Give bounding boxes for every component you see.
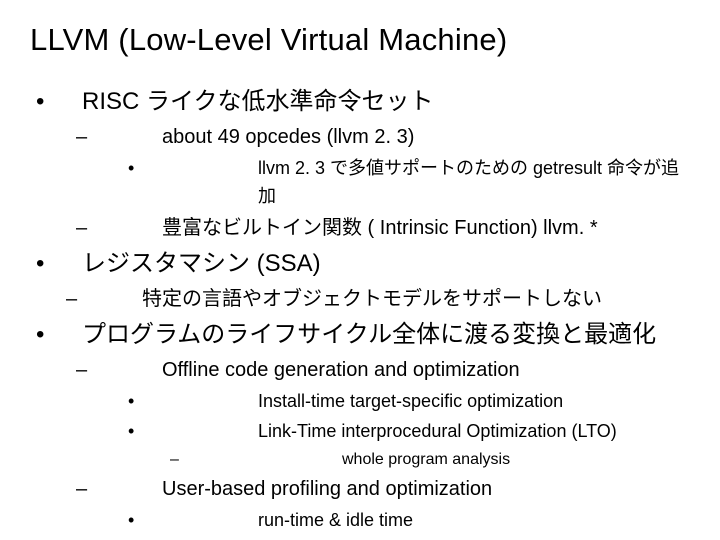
list-item: • レジスタマシン (SSA) – 特定の言語やオブジェクトモデルをサポートしな… [30, 246, 690, 315]
list-item: – User-based profiling and optimization … [30, 474, 690, 535]
bullet-lvl2-icon: – [30, 213, 162, 244]
list-item-text: Offline code generation and optimization [162, 355, 690, 386]
bullet-lvl2-icon: – [30, 474, 162, 505]
list-item: • Install-time target-specific optimizat… [30, 388, 690, 416]
list-item-text: about 49 opcedes (llvm 2. 3) [162, 122, 690, 153]
bullet-lvl1-icon: • [30, 84, 82, 120]
bullet-lvl1-icon: • [30, 317, 82, 353]
slide-title: LLVM (Low-Level Virtual Machine) [30, 22, 690, 58]
list-item-text: レジスタマシン (SSA) [82, 246, 690, 282]
list-item: • llvm 2. 3 で多値サポートのための getresult 命令が追加 [30, 155, 690, 211]
bullet-lvl2-icon: – [30, 355, 162, 386]
list-item-text: llvm 2. 3 で多値サポートのための getresult 命令が追加 [258, 155, 690, 211]
bullet-lvl3-icon: • [30, 418, 258, 446]
list-item: • Link-Time interprocedural Optimization… [30, 418, 690, 473]
bullet-lvl2-icon: – [30, 284, 142, 315]
list-item-text: whole program analysis [342, 448, 690, 473]
list-item: – about 49 opcedes (llvm 2. 3) • llvm 2.… [30, 122, 690, 211]
list-item: – 特定の言語やオブジェクトモデルをサポートしない [30, 284, 690, 315]
list-item-text: 豊富なビルトイン関数 ( Intrinsic Function) llvm. * [162, 213, 690, 244]
bullet-lvl2-icon: – [30, 122, 162, 153]
list-item-text: RISC ライクな低水準命令セット [82, 84, 690, 120]
slide: LLVM (Low-Level Virtual Machine) • RISC … [0, 0, 720, 540]
list-item-text: User-based profiling and optimization [162, 474, 690, 505]
list-item: • RISC ライクな低水準命令セット – about 49 opcedes (… [30, 84, 690, 244]
bullet-list: • RISC ライクな低水準命令セット – about 49 opcedes (… [30, 84, 690, 535]
list-item-text: プログラムのライフサイクル全体に渡る変換と最適化 [82, 317, 690, 353]
bullet-lvl4-icon: – [30, 448, 342, 473]
list-item-text: Install-time target-specific optimizatio… [258, 388, 690, 416]
list-item-text: 特定の言語やオブジェクトモデルをサポートしない [142, 284, 690, 315]
bullet-lvl3-icon: • [30, 155, 258, 211]
bullet-lvl3-icon: • [30, 388, 258, 416]
list-item-text: run-time & idle time [258, 507, 690, 535]
list-item: – whole program analysis [30, 448, 690, 473]
list-item: • run-time & idle time [30, 507, 690, 535]
list-item: • プログラムのライフサイクル全体に渡る変換と最適化 – Offline cod… [30, 317, 690, 535]
list-item: – 豊富なビルトイン関数 ( Intrinsic Function) llvm.… [30, 213, 690, 244]
list-item-text: Link-Time interprocedural Optimization (… [258, 418, 690, 446]
list-item: – Offline code generation and optimizati… [30, 355, 690, 473]
bullet-lvl3-icon: • [30, 507, 258, 535]
bullet-lvl1-icon: • [30, 246, 82, 282]
